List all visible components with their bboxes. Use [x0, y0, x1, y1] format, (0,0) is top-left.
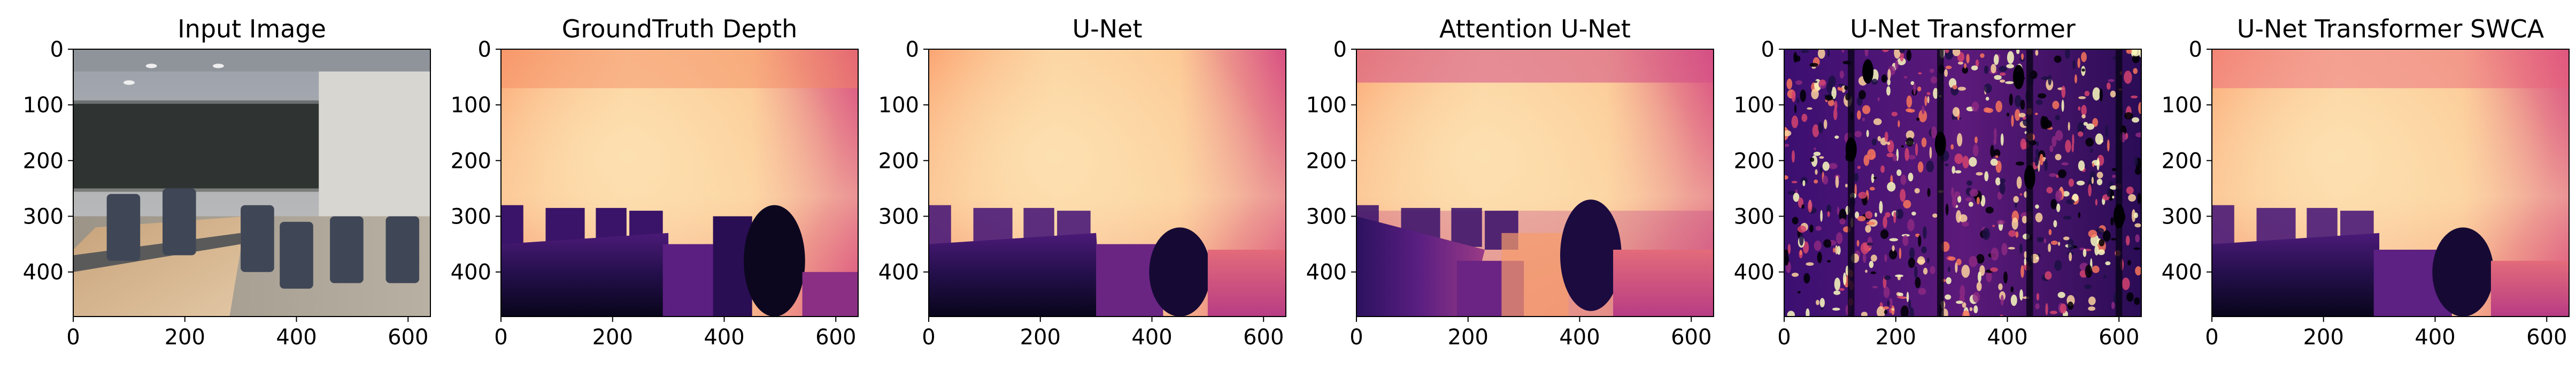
y-tick-label: 100	[1734, 93, 1775, 118]
axes-frame	[2211, 49, 2570, 317]
y-tick-label: 200	[878, 149, 919, 173]
y-tick-label: 400	[878, 260, 919, 285]
x-tick-label: 400	[276, 325, 317, 350]
x-tick-label: 0	[494, 325, 507, 350]
x-tick-label: 0	[1349, 325, 1363, 350]
x-tick-label: 600	[2099, 325, 2139, 350]
y-tick-label: 0	[1333, 37, 1347, 62]
y-tick-label: 0	[2189, 37, 2202, 62]
panel-title: U-Net Transformer SWCA	[2237, 14, 2544, 43]
y-tick-label: 300	[878, 205, 919, 229]
panel-6: U-Net Transformer SWCA 0 200 400 600 0 100 200 3…	[2162, 14, 2570, 350]
x-tick-label: 400	[1987, 325, 2027, 350]
panel-image	[73, 49, 430, 317]
axes-frame	[500, 49, 859, 317]
x-tick-label: 200	[165, 325, 205, 350]
x-tick-label: 0	[922, 325, 935, 350]
x-tick-label: 200	[592, 325, 633, 350]
y-tick-label: 400	[1306, 260, 1347, 285]
x-tick-label: 600	[2526, 325, 2567, 350]
panel-title: Input Image	[178, 14, 326, 43]
y-tick-label: 0	[478, 37, 491, 62]
y-tick-label: 0	[906, 37, 919, 62]
y-tick-label: 300	[23, 205, 64, 229]
panel-1: Input Image 0 200 400 600 0 100 200 300 400	[23, 14, 431, 350]
x-tick-label: 600	[1671, 325, 1711, 350]
axes-frame	[928, 49, 1286, 317]
y-tick-label: 300	[2162, 205, 2202, 229]
x-tick-label: 400	[1559, 325, 1600, 350]
y-tick-label: 200	[2162, 149, 2202, 173]
x-tick-label: 0	[1777, 325, 1791, 350]
y-tick-label: 300	[1306, 205, 1347, 229]
panel-image	[1356, 49, 1714, 317]
x-tick-label: 0	[66, 325, 80, 350]
x-tick-label: 400	[2415, 325, 2455, 350]
x-tick-label: 600	[388, 325, 428, 350]
x-tick-label: 200	[1448, 325, 1488, 350]
y-tick-label: 200	[23, 149, 64, 173]
panel-3: U-Net 0 200 400 600 0 100 200 300 400	[878, 14, 1286, 350]
axes-frame	[1356, 49, 1714, 317]
y-tick-label: 300	[1734, 205, 1775, 229]
y-tick-label: 200	[451, 149, 491, 173]
panel-4: Attention U-Net 0 200 400 600 0 100 200 300 400	[1306, 14, 1714, 350]
y-tick-label: 0	[1761, 37, 1775, 62]
y-tick-label: 200	[1734, 149, 1775, 173]
y-tick-label: 400	[451, 260, 491, 285]
x-tick-label: 0	[2205, 325, 2218, 350]
panel-2: GroundTruth Depth 0 200 400 600 0 100 200 300 400	[451, 14, 859, 350]
x-tick-label: 200	[1020, 325, 1061, 350]
panel-title: GroundTruth Depth	[562, 14, 798, 43]
x-tick-label: 400	[704, 325, 744, 350]
axes-frame	[1784, 49, 2142, 317]
panel-title: Attention U-Net	[1439, 14, 1631, 43]
y-tick-label: 200	[1306, 149, 1347, 173]
x-tick-label: 600	[1243, 325, 1284, 350]
panel-image	[1784, 49, 2141, 317]
panel-image	[501, 49, 858, 317]
panel-image	[929, 49, 1286, 317]
x-tick-label: 200	[1876, 325, 1916, 350]
y-tick-label: 400	[1734, 260, 1775, 285]
y-tick-label: 100	[23, 93, 64, 118]
x-tick-label: 200	[2303, 325, 2344, 350]
y-tick-label: 100	[1306, 93, 1347, 118]
y-tick-label: 100	[451, 93, 491, 118]
y-tick-label: 400	[2162, 260, 2202, 285]
y-tick-label: 100	[2162, 93, 2202, 118]
panel-image	[2212, 49, 2569, 317]
y-tick-label: 300	[451, 205, 491, 229]
panel-5: U-Net Transformer 0 200 400 600 0 100 200 300 400	[1734, 14, 2142, 350]
x-tick-label: 400	[1131, 325, 1172, 350]
y-tick-label: 400	[23, 260, 64, 285]
x-tick-label: 600	[815, 325, 856, 350]
panel-title: U-Net Transformer	[1850, 14, 2076, 43]
y-tick-label: 100	[878, 93, 919, 118]
y-tick-label: 0	[50, 37, 64, 62]
panel-title: U-Net	[1072, 14, 1142, 43]
axes-frame	[73, 49, 431, 317]
